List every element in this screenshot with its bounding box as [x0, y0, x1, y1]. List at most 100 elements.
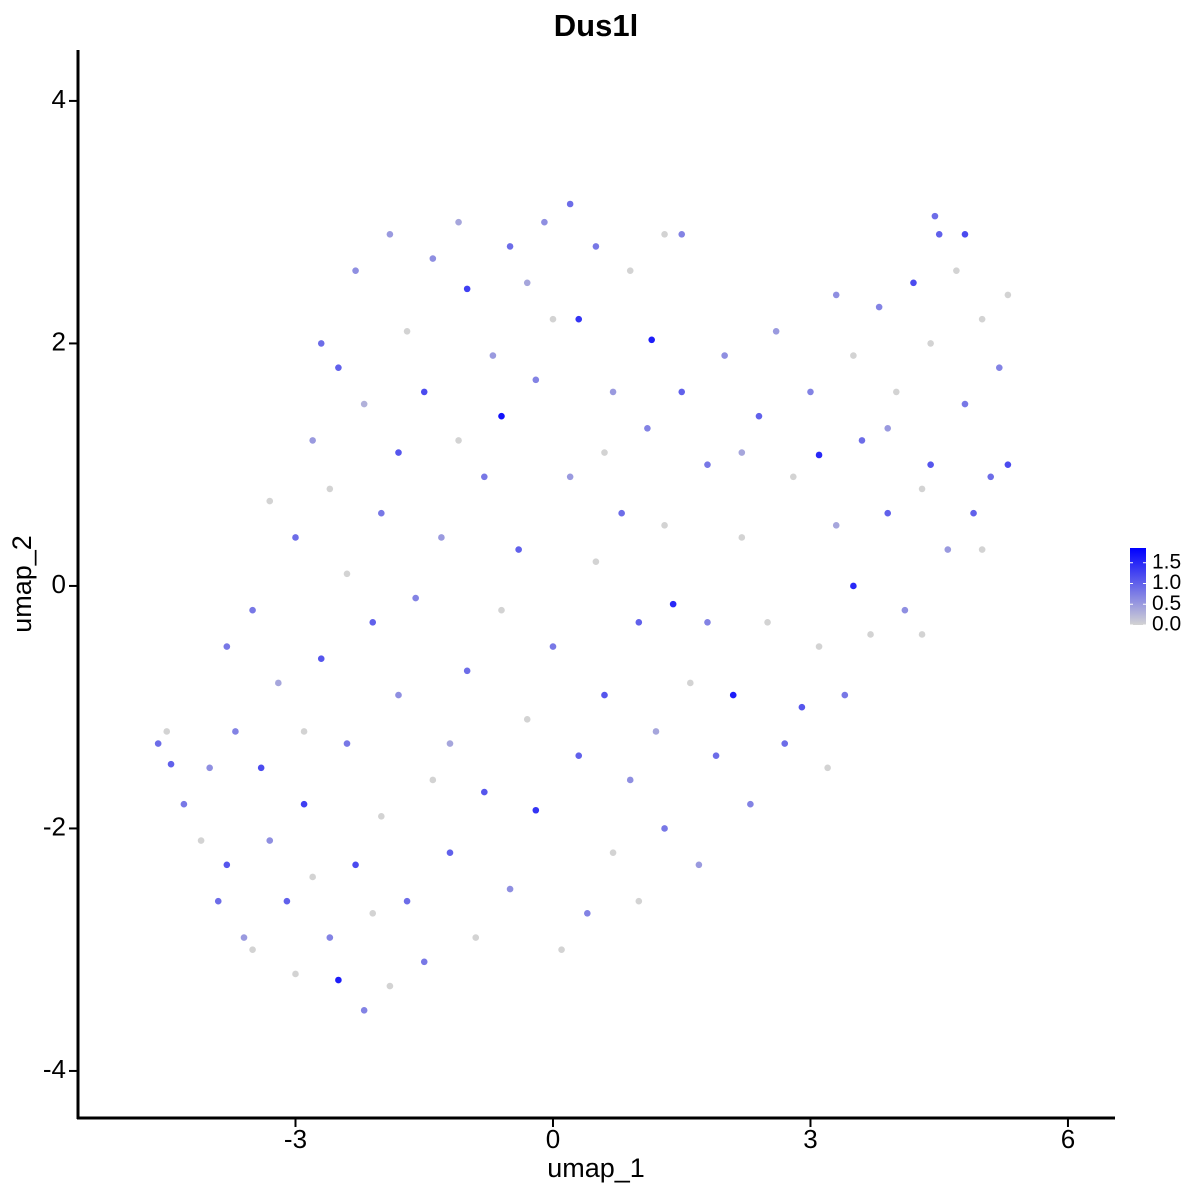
point: [755, 412, 763, 420]
point: [352, 861, 359, 869]
point: [790, 473, 797, 481]
point: [455, 437, 462, 444]
point: [326, 934, 334, 941]
point: [764, 619, 771, 626]
point: [669, 600, 677, 608]
point: [704, 461, 711, 468]
chart-title: Dus1l: [554, 8, 638, 43]
point: [798, 703, 806, 711]
x-axis-title: umap_1: [547, 1153, 645, 1183]
point: [609, 388, 617, 396]
point: [283, 897, 291, 905]
point: [360, 1007, 368, 1014]
point: [343, 740, 351, 747]
colorbar-label: 0.5: [1152, 592, 1181, 615]
point: [167, 760, 175, 768]
point: [704, 619, 711, 626]
point: [584, 910, 591, 917]
point: [206, 764, 213, 772]
point: [506, 243, 514, 250]
point: [472, 934, 480, 941]
point: [592, 558, 600, 565]
point: [481, 473, 488, 481]
point: [481, 788, 488, 796]
point: [420, 388, 428, 396]
x-tick-label: 6: [1061, 1124, 1075, 1154]
point: [223, 643, 231, 650]
point: [403, 897, 411, 905]
point: [309, 873, 316, 881]
point: [841, 691, 849, 699]
point: [1004, 291, 1012, 299]
point: [249, 606, 256, 614]
point: [429, 255, 437, 262]
point: [884, 509, 892, 517]
point: [386, 231, 394, 238]
point: [566, 200, 574, 208]
x-tick-label: -3: [284, 1124, 307, 1154]
point: [815, 643, 823, 650]
point: [498, 606, 505, 614]
point: [335, 364, 342, 371]
colorbar: [1130, 548, 1146, 625]
point: [953, 267, 960, 274]
point: [180, 800, 188, 808]
point: [931, 212, 939, 220]
point: [712, 752, 720, 759]
point: [292, 534, 299, 541]
point: [970, 509, 977, 517]
point: [961, 231, 969, 238]
point: [369, 910, 377, 917]
point: [601, 691, 608, 699]
point: [266, 837, 274, 844]
point: [317, 340, 325, 347]
point: [575, 752, 583, 759]
point: [961, 400, 969, 408]
point: [429, 776, 437, 784]
point: [807, 388, 814, 396]
point: [944, 546, 952, 553]
point: [884, 425, 892, 432]
point: [420, 958, 428, 966]
colorbar-label: 1.5: [1152, 550, 1181, 573]
point: [463, 285, 471, 293]
point: [721, 352, 728, 359]
point: [747, 800, 754, 808]
point: [661, 825, 668, 832]
point: [815, 451, 823, 459]
point: [927, 461, 934, 468]
point: [678, 388, 686, 396]
colorbar-label: 1.0: [1152, 571, 1181, 594]
point: [523, 279, 531, 287]
point: [378, 813, 385, 820]
point: [781, 740, 789, 747]
point: [360, 400, 368, 408]
point: [154, 740, 162, 747]
point: [506, 885, 514, 893]
point: [549, 643, 557, 650]
point: [987, 473, 995, 481]
point: [978, 315, 986, 323]
point: [609, 849, 617, 856]
point: [661, 231, 668, 238]
point: [532, 806, 540, 814]
point: [300, 728, 308, 735]
y-tick-label: -2: [43, 811, 66, 841]
point: [403, 328, 411, 335]
point: [309, 437, 316, 444]
y-tick-label: 4: [52, 84, 66, 114]
point: [515, 546, 522, 553]
point: [532, 376, 540, 384]
point: [687, 679, 694, 687]
point: [832, 291, 840, 299]
point: [489, 352, 497, 359]
point: [644, 425, 651, 432]
point: [635, 619, 643, 626]
x-tick-label: 0: [546, 1124, 560, 1154]
point: [575, 315, 583, 323]
point: [463, 667, 471, 675]
point: [266, 497, 274, 505]
point: [566, 473, 574, 481]
point: [232, 728, 239, 735]
